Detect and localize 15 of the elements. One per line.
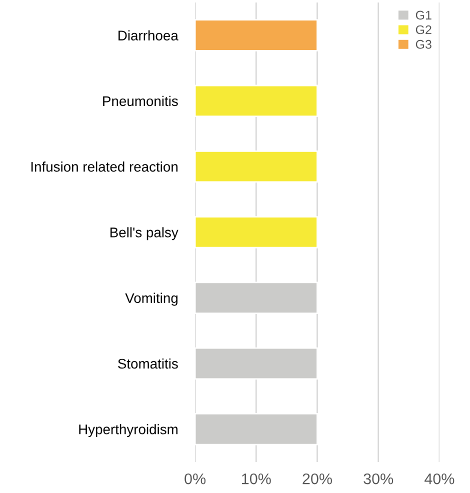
x-tick-label: 30%: [364, 473, 394, 484]
legend-label: G2: [416, 25, 432, 34]
y-tick-label: Hyperthyroidism: [79, 424, 178, 438]
y-tick-label: Diarrhoea: [118, 30, 178, 40]
legend-label: G3: [416, 40, 432, 49]
x-tick-label: 0%: [184, 473, 206, 484]
legend-label: G1: [416, 10, 432, 20]
y-tick-label: Infusion related reaction: [31, 162, 178, 172]
x-tick-label: 10%: [242, 473, 271, 484]
y-tick-label: Pneumonitis: [103, 96, 178, 106]
y-tick-label: Vomiting: [125, 292, 178, 306]
y-tick-label: Stomatitis: [118, 358, 178, 369]
x-tick-label: 20%: [302, 473, 332, 484]
y-tick-label: Bell's palsy: [110, 227, 178, 240]
x-tick-label: 40%: [424, 473, 454, 484]
